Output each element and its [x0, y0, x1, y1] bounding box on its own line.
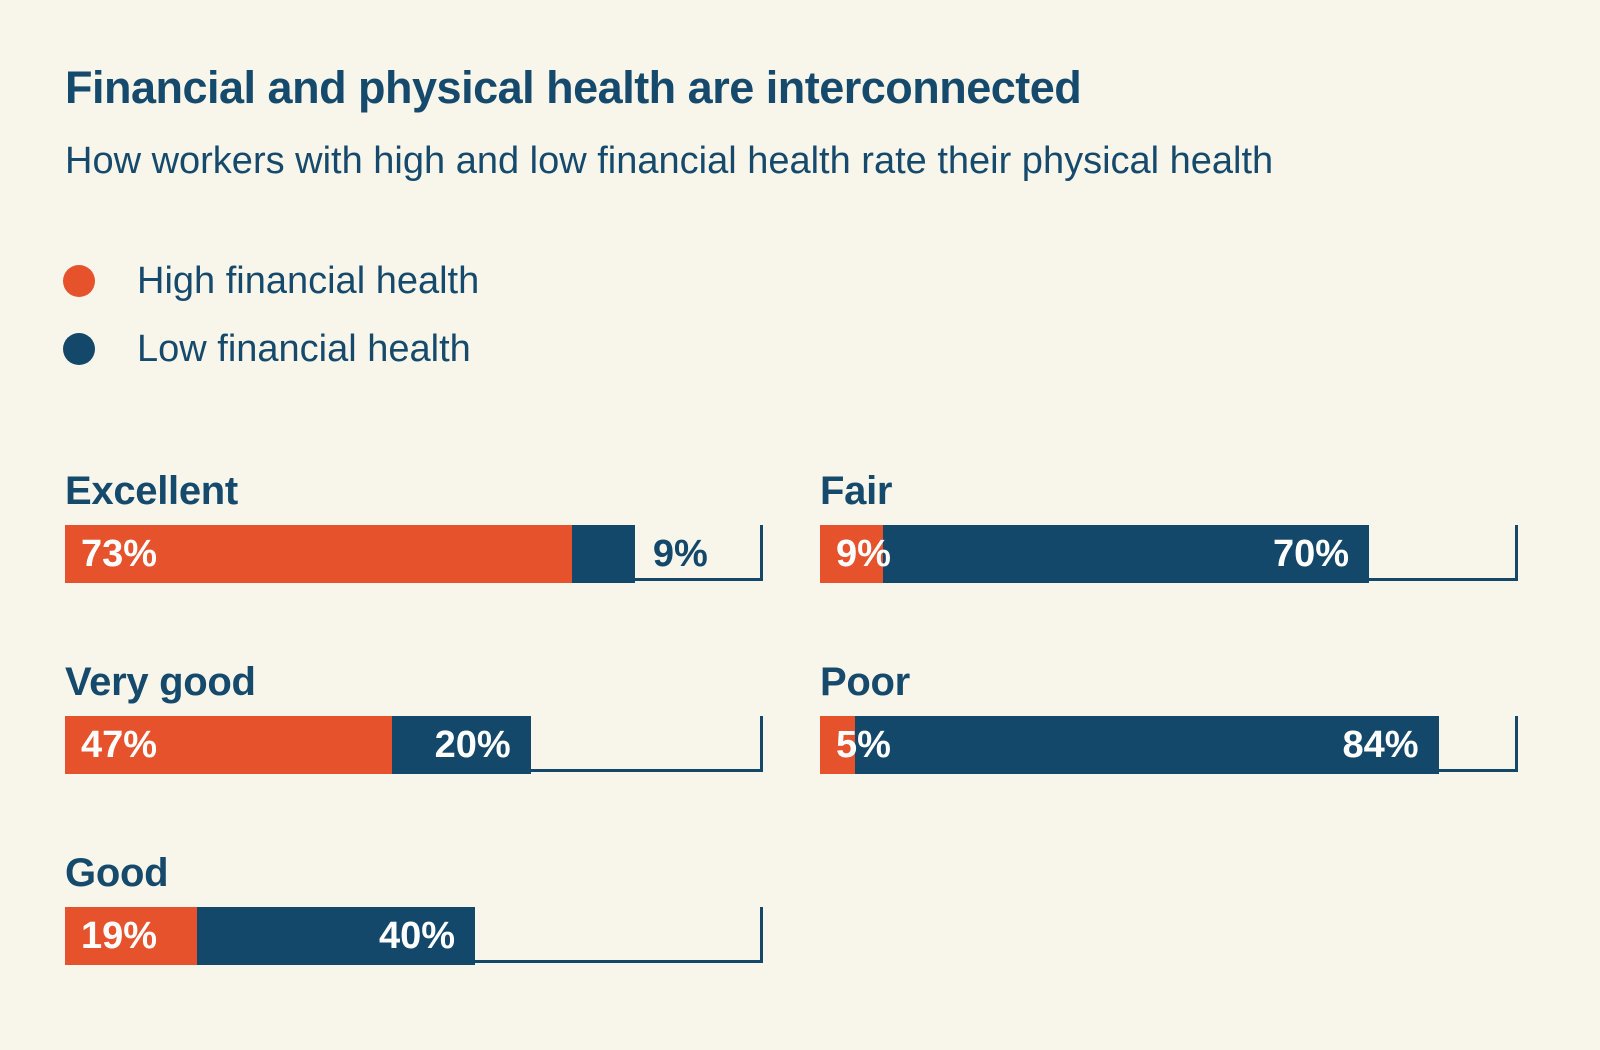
value-label-low: 9%: [652, 533, 708, 575]
value-label-high: 19%: [81, 915, 158, 957]
legend-dot-high-icon: [63, 265, 95, 297]
bar-track: 9% 73%: [65, 525, 763, 583]
bar-track: 84% 5%: [820, 716, 1518, 774]
legend-label-low: Low financial health: [137, 327, 471, 370]
value-label-low: 70%: [1272, 533, 1350, 575]
value-label-high: 73%: [81, 533, 158, 575]
value-label-low: 20%: [434, 724, 511, 766]
bar-segment-high: [65, 525, 573, 583]
category-label: Good: [65, 851, 169, 895]
value-label-high: 5%: [836, 724, 891, 766]
bar-segment-low: 84%: [854, 716, 1439, 774]
value-label-high: 47%: [81, 724, 158, 766]
bar-segment-low: 70%: [882, 525, 1370, 583]
bar-track: 20% 47%: [65, 716, 763, 774]
bar-segment-low: [572, 525, 635, 583]
chart-title: Financial and physical health are interc…: [65, 62, 1082, 113]
stacked-bar: 70%: [820, 525, 1515, 583]
bar-segment-high: [820, 525, 883, 583]
stacked-bar: 20%: [65, 716, 760, 774]
bar-segment-high: [820, 716, 855, 774]
stacked-bar: 84%: [820, 716, 1515, 774]
legend-dot-low-icon: [63, 333, 95, 365]
bar-segment-high: [65, 907, 198, 965]
value-label-low: 84%: [1342, 724, 1419, 766]
category-label: Very good: [65, 660, 256, 704]
value-label-low: 40%: [378, 915, 456, 957]
category-label: Poor: [820, 660, 910, 704]
stacked-bar: 9%: [65, 525, 760, 583]
bar-group-good: Good 40% 19%: [65, 849, 763, 965]
bar-group-excellent: Excellent 9% 73%: [65, 467, 763, 583]
stacked-bar: 40%: [65, 907, 760, 965]
legend-item-low: Low financial health: [63, 328, 479, 370]
value-label-high: 9%: [836, 533, 891, 575]
bar-track: 70% 9%: [820, 525, 1518, 583]
legend-item-high: High financial health: [63, 260, 479, 302]
category-label: Excellent: [65, 469, 238, 513]
chart-subtitle: How workers with high and low financial …: [65, 140, 1274, 182]
bar-group-poor: Poor 84% 5%: [820, 658, 1518, 774]
bar-segment-low: 40%: [197, 907, 476, 965]
bar-group-fair: Fair 70% 9%: [820, 467, 1518, 583]
bar-segment-high: [65, 716, 392, 774]
bar-group-very-good: Very good 20% 47%: [65, 658, 763, 774]
category-label: Fair: [820, 469, 893, 513]
legend-label-high: High financial health: [137, 259, 480, 302]
legend: High financial health Low financial heal…: [63, 260, 479, 370]
bar-segment-low: 20%: [391, 716, 531, 774]
bar-track: 40% 19%: [65, 907, 763, 965]
